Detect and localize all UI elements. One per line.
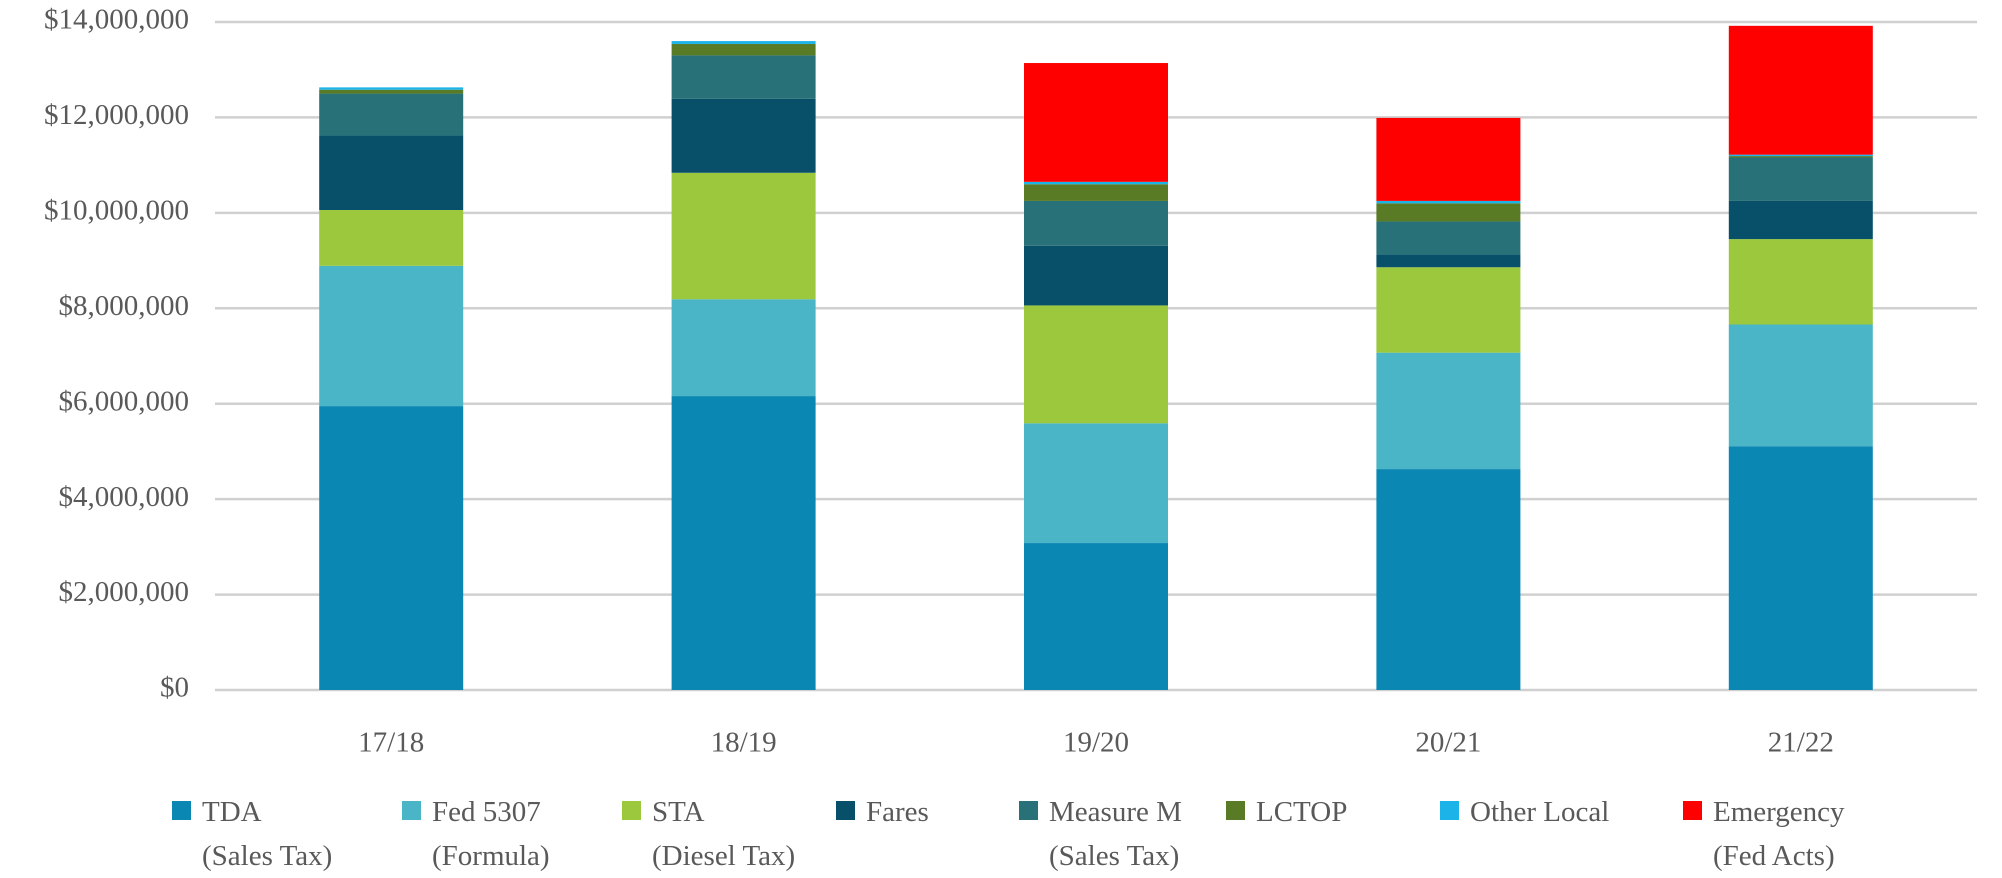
legend-label: STA (Diesel Tax) — [652, 796, 796, 872]
bar-segment — [671, 299, 816, 397]
bar-segment — [1024, 305, 1168, 424]
bar-segment — [319, 89, 464, 94]
bar-segment — [1376, 267, 1521, 353]
bar-segment — [1728, 446, 1873, 690]
bar-segment — [1376, 200, 1521, 204]
legend-item: TDA (Sales Tax) — [172, 790, 332, 878]
bar-segment — [1728, 25, 1873, 155]
legend-label: Fares — [866, 796, 929, 828]
bar-segment — [1728, 154, 1873, 157]
bar-segment — [319, 406, 464, 690]
legend-item: Fares — [836, 790, 929, 834]
bar-segment — [671, 41, 816, 44]
bar-segment — [319, 93, 464, 136]
legend-item: Fed 5307 (Formula) — [402, 790, 550, 878]
legend-item: Measure M (Sales Tax) — [1019, 790, 1182, 878]
x-tick-label: 21/22 — [1768, 727, 1834, 759]
bar-segment — [319, 135, 464, 210]
y-tick-label: $14,000,000 — [44, 4, 189, 36]
bar-segment — [319, 265, 464, 407]
y-tick-label: $12,000,000 — [44, 99, 189, 131]
bar-segment — [319, 87, 464, 90]
bar-segment — [1024, 245, 1168, 306]
legend-swatch — [1226, 801, 1245, 820]
bar-segment — [1728, 239, 1873, 325]
bar-segment — [319, 209, 464, 266]
legend-swatch — [836, 801, 855, 820]
y-tick-label: $6,000,000 — [59, 385, 190, 417]
legend-label: Measure M (Sales Tax) — [1049, 796, 1182, 872]
chart: $0 $2,000,000 $4,000,000 $6,000,000 $8,000,0… — [44, 4, 1977, 759]
bar-segment — [1376, 469, 1521, 690]
bar-segment — [1376, 117, 1521, 201]
legend-item: STA (Diesel Tax) — [622, 790, 795, 878]
bar-segment — [671, 396, 816, 690]
bar-segment — [1376, 221, 1521, 255]
legend-swatch — [622, 801, 641, 820]
legend-swatch — [1683, 801, 1702, 820]
bar-segment — [1024, 543, 1168, 690]
bar-segment — [1024, 184, 1168, 201]
legend-swatch — [172, 801, 191, 820]
bar-segment — [1376, 352, 1521, 470]
bar-segment — [671, 55, 816, 99]
bar-segment — [1728, 324, 1873, 447]
bar-segment — [1024, 423, 1168, 544]
legend-item: Other Local — [1440, 790, 1609, 834]
bar-segment — [671, 98, 816, 173]
legend-label: Emergency (Fed Acts) — [1713, 796, 1845, 872]
y-tick-label: $10,000,000 — [44, 195, 189, 227]
bar-segment — [1728, 156, 1873, 158]
legend-swatch — [1019, 801, 1038, 820]
x-tick-label: 20/21 — [1415, 727, 1481, 759]
bar-segment — [1376, 203, 1521, 222]
legend-item: Emergency (Fed Acts) — [1683, 790, 1845, 878]
bar-segment — [1728, 200, 1873, 240]
bar-segment — [1376, 254, 1521, 268]
y-tick-label: $0 — [160, 672, 189, 704]
legend-swatch — [402, 801, 421, 820]
legend-label: Other Local — [1470, 796, 1610, 828]
legend: TDA (Sales Tax) Fed 5307 (Formula) STA (Di… — [0, 790, 2002, 878]
legend-label: Fed 5307 (Formula) — [432, 796, 550, 872]
legend-label: TDA (Sales Tax) — [202, 796, 333, 872]
bar-segment — [1728, 157, 1873, 201]
bar-segment — [671, 172, 816, 300]
y-tick-label: $2,000,000 — [59, 576, 190, 608]
legend-swatch — [1440, 801, 1459, 820]
x-tick-label: 19/20 — [1063, 727, 1129, 759]
x-tick-label: 17/18 — [358, 727, 424, 759]
bar-segment — [671, 43, 816, 56]
legend-item: LCTOP — [1226, 790, 1347, 834]
bar-segment — [1024, 200, 1168, 246]
y-tick-label: $8,000,000 — [59, 290, 190, 322]
y-tick-label: $4,000,000 — [59, 481, 190, 513]
bar-segment — [1024, 63, 1168, 182]
legend-label: LCTOP — [1256, 796, 1348, 828]
x-tick-label: 18/19 — [711, 727, 777, 759]
bar-segment — [1024, 181, 1168, 185]
